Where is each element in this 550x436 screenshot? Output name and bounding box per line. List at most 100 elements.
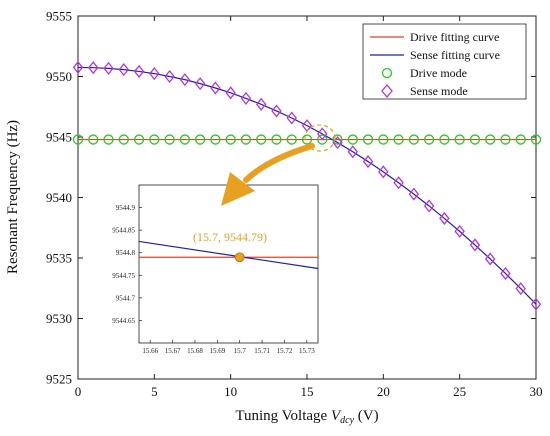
- drive-mode-point: [378, 134, 389, 145]
- sense-mode-point: [500, 266, 511, 281]
- legend-swatch-drive-mode: [381, 67, 393, 79]
- legend-label-drive-fitting: Drive fitting curve: [410, 30, 499, 44]
- inset-series-layer: [138, 240, 319, 270]
- y-tick-label: 9540: [46, 190, 72, 205]
- sense-mode-point: [103, 61, 114, 75]
- x-tick-label: 30: [530, 384, 543, 399]
- inset-x-tick-label: 15.71: [254, 347, 270, 355]
- y-tick-label: 9525: [46, 372, 72, 387]
- drive-mode-point: [515, 134, 526, 145]
- inset-y-tick-label: 9544.9: [116, 204, 136, 212]
- y-tick-label: 9530: [46, 311, 72, 326]
- sense-mode-point: [118, 63, 130, 77]
- drive-mode-point: [210, 134, 221, 145]
- x-tick-label: 10: [224, 384, 237, 399]
- x-tick-label: 0: [75, 384, 82, 399]
- drive-mode-point: [103, 134, 114, 145]
- drive-mode-point: [485, 134, 496, 145]
- legend-label-drive-mode: Drive mode: [410, 66, 467, 80]
- intersection-point: [234, 252, 245, 263]
- drive-mode-point: [286, 134, 297, 145]
- sense-mode-point: [378, 165, 389, 179]
- inset-x-tick-label: 15.66: [142, 347, 158, 355]
- sense-mode-point: [362, 155, 374, 169]
- sense-mode-point: [194, 77, 206, 91]
- drive-mode-point: [118, 134, 129, 145]
- y-tick-label: 9545: [46, 130, 72, 145]
- x-tick-label: 20: [377, 384, 390, 399]
- legend-label-sense-fitting: Sense fitting curve: [410, 48, 500, 62]
- sense-mode-point: [225, 86, 236, 100]
- sense-mode-point: [317, 127, 328, 141]
- x-axis-label: Tuning Voltage Vdcy (V): [235, 408, 378, 426]
- zoom-arrow-shaft: [243, 143, 315, 183]
- legend-label-sense-mode: Sense mode: [410, 84, 468, 98]
- inset-x-tick-label: 15.73: [299, 347, 315, 355]
- y-tick-label: 9555: [46, 9, 72, 24]
- sense-mode-point: [515, 282, 526, 296]
- inset-y-tick-label: 9544.8: [116, 249, 136, 257]
- sense-mode-point: [255, 97, 267, 111]
- y-axis-label: Resonant Frequency (Hz): [5, 120, 21, 274]
- zoom-arrow-head: [221, 172, 255, 206]
- sense-mode-point: [439, 211, 450, 225]
- sense-mode-point: [133, 64, 145, 78]
- drive-mode-point: [423, 134, 435, 145]
- sense-mode-point: [286, 111, 297, 125]
- drive-mode-point: [530, 134, 542, 145]
- drive-mode-point: [454, 134, 465, 145]
- sense-mode-point: [271, 104, 282, 118]
- sense-mode-point: [179, 73, 191, 87]
- sense-mode-point: [347, 145, 359, 159]
- sense-mode-point: [423, 199, 435, 213]
- inset-y-tick-label: 9544.75: [112, 272, 135, 280]
- drive-mode-point: [149, 134, 160, 145]
- legend-swatch-sense-mode: [381, 83, 393, 99]
- inset-x-tick-label: 15.67: [165, 347, 181, 355]
- sense-mode-point: [393, 176, 404, 190]
- drive-mode-point: [256, 134, 267, 145]
- drive-mode-point: [439, 134, 450, 145]
- inset-axis-ticks: 15.66 15.67 15.68 15.69 15.7 15.71 15.72 15.73 9…: [112, 204, 315, 355]
- inset-x-tick-label: 15.68: [187, 347, 203, 355]
- sense-mode-point: [240, 91, 252, 105]
- drive-mode-point: [194, 134, 206, 145]
- drive-mode-point: [271, 134, 282, 145]
- x-tick-label: 5: [151, 384, 158, 399]
- drive-mode-point: [393, 134, 404, 145]
- inset-zoom-panel: 15.66 15.67 15.68 15.69 15.7 15.71 15.72 15.73 9…: [112, 184, 319, 355]
- x-tick-label: 15: [301, 384, 314, 399]
- sense-mode-point: [210, 81, 221, 95]
- intersection-annotation: (15.7, 9544.79): [193, 230, 267, 244]
- main-series-layer: [72, 60, 542, 311]
- x-tick-label: 25: [453, 384, 466, 399]
- inset-x-tick-label: 15.7: [234, 347, 247, 355]
- drive-mode-point: [347, 134, 358, 145]
- sense-mode-point: [149, 67, 160, 81]
- sense-mode-point: [88, 61, 99, 75]
- drive-mode-point: [225, 134, 236, 145]
- sense-mode-point: [72, 60, 84, 74]
- drive-mode-point: [133, 134, 145, 145]
- drive-mode-point: [362, 134, 374, 145]
- main-axis-ticks: 0 5 10 15 20 25 30 9525 9530 9535 9540 9545 9550 9555: [46, 9, 543, 400]
- drive-mode-point: [317, 134, 328, 145]
- inset-y-tick-label: 9544.85: [112, 227, 135, 235]
- sense-mode-point: [164, 69, 175, 84]
- sense-fitting-curve: [77, 66, 537, 305]
- sense-mode-point: [408, 187, 420, 201]
- inset-x-tick-label: 15.69: [209, 347, 225, 355]
- inset-y-tick-label: 9544.7: [116, 294, 136, 302]
- sense-mode-point: [454, 224, 465, 238]
- inset-y-tick-label: 9544.65: [112, 317, 135, 325]
- y-tick-label: 9535: [46, 251, 72, 266]
- drive-mode-point: [164, 134, 175, 145]
- drive-mode-point: [240, 134, 252, 145]
- drive-mode-point: [72, 134, 84, 145]
- drive-mode-point: [88, 134, 99, 145]
- drive-mode-point: [408, 134, 420, 145]
- legend: Drive fitting curve Sense fitting curve …: [362, 23, 527, 100]
- drive-mode-point: [500, 134, 511, 145]
- drive-mode-point: [179, 134, 191, 145]
